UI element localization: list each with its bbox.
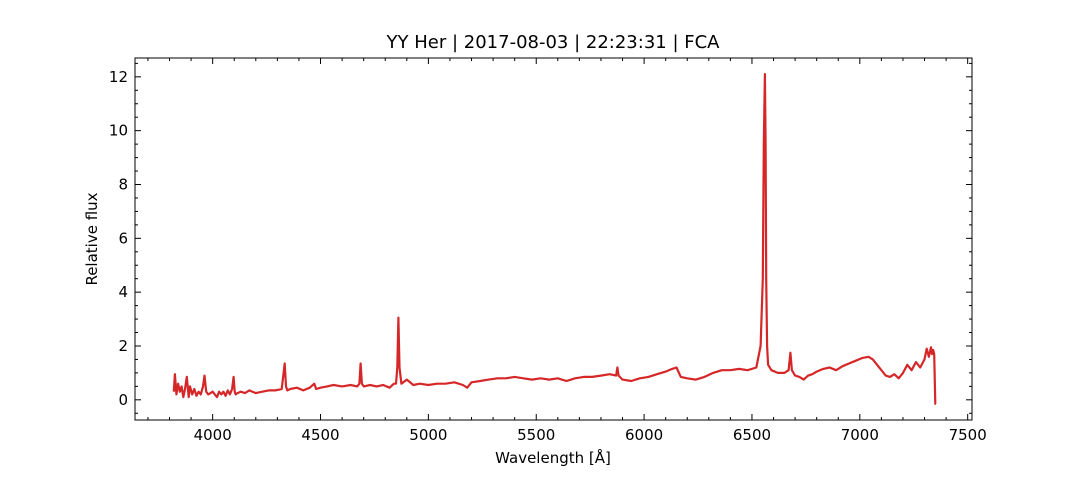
x-tick-label: 7000 (841, 426, 879, 444)
y-axis-label: Relative flux (83, 192, 101, 285)
y-tick-label: 8 (118, 175, 128, 193)
x-tick-label: 5500 (517, 426, 555, 444)
x-tick-label: 6500 (733, 426, 771, 444)
y-tick-label: 2 (118, 337, 128, 355)
plot-layer (172, 73, 937, 405)
x-axis-label: Wavelength [Å] (495, 448, 611, 467)
y-tick-label: 0 (118, 391, 128, 409)
x-tick-label: 4500 (301, 426, 339, 444)
y-tick-label: 6 (118, 229, 128, 247)
y-tick-label: 4 (118, 283, 128, 301)
chart-title: YY Her | 2017-08-03 | 22:23:31 | FCA (386, 32, 721, 53)
x-tick-label: 7500 (949, 426, 987, 444)
spectrum-line-0 (172, 73, 937, 405)
plot-frame (134, 57, 973, 421)
ticks-layer: 4000 4500 5000 5500 6000 6500 7000 7500 0 2 4 6 8 10 1… (109, 58, 987, 444)
x-tick-label: 4000 (194, 426, 232, 444)
x-tick-label: 5000 (409, 426, 447, 444)
x-tick-label: 6000 (625, 426, 663, 444)
y-tick-label: 10 (109, 122, 128, 140)
y-tick-label: 12 (109, 68, 128, 86)
